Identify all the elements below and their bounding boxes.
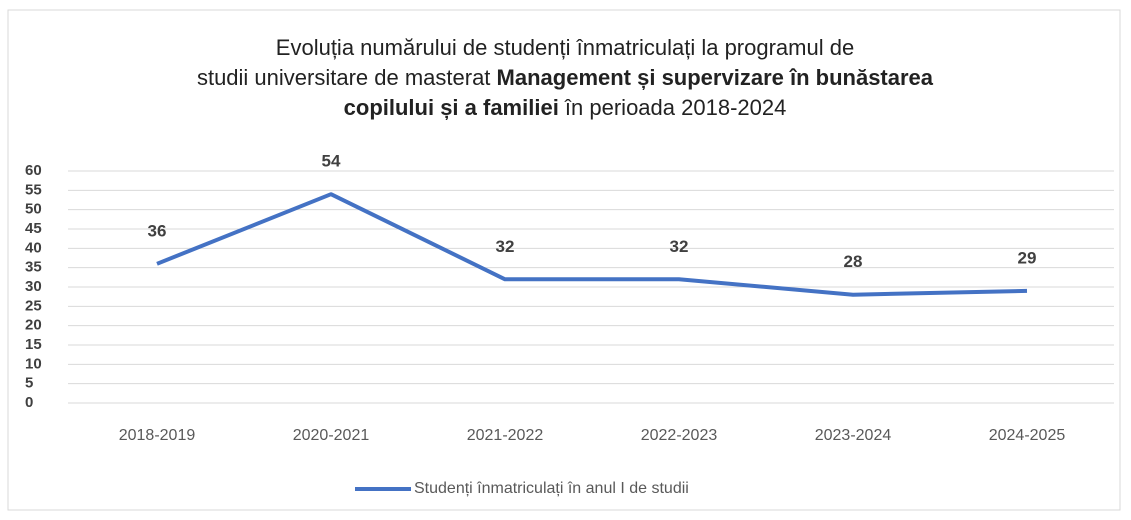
legend-label: Studenți înmatriculați în anul I de stud…: [414, 480, 689, 497]
y-tick-label: 10: [25, 355, 42, 372]
chart-title: studii universitare de masterat Manageme…: [197, 65, 934, 90]
data-label: 54: [322, 152, 341, 171]
title-part: studii universitare de masterat: [197, 65, 497, 90]
title-part: Management și supervizare în bunăstarea: [497, 65, 934, 90]
y-tick-label: 35: [25, 259, 42, 276]
y-tick-label: 20: [25, 317, 42, 334]
chart-frame: [7, 9, 1121, 511]
y-tick-label: 50: [25, 201, 42, 218]
data-label: 32: [496, 237, 515, 256]
chart-title: copilului și a familiei în perioada 2018…: [344, 95, 787, 120]
y-tick-label: 55: [25, 181, 42, 198]
y-tick-label: 30: [25, 278, 42, 295]
y-tick-label: 5: [25, 375, 33, 392]
y-tick-label: 60: [25, 162, 42, 179]
y-tick-label: 0: [25, 394, 33, 411]
series-line: [156, 192, 1028, 297]
x-tick-label: 2021-2022: [467, 427, 544, 444]
y-tick-label: 45: [25, 220, 42, 237]
title-part: copilului și a familiei: [344, 95, 559, 120]
x-tick-label: 2023-2024: [815, 427, 892, 444]
y-tick-label: 40: [25, 239, 42, 256]
x-tick-label: 2020-2021: [293, 427, 370, 444]
y-tick-label: 15: [25, 336, 42, 353]
data-label: 28: [844, 252, 863, 271]
chart-title: Evoluția numărului de studenți înmatricu…: [276, 35, 854, 60]
title-part: Evoluția numărului de studenți înmatricu…: [276, 35, 854, 60]
y-tick-label: 25: [25, 297, 42, 314]
data-label: 36: [148, 221, 167, 240]
data-label: 29: [1018, 248, 1037, 267]
data-label: 32: [670, 237, 689, 256]
x-tick-label: 2022-2023: [641, 427, 718, 444]
x-tick-label: 2018-2019: [119, 427, 196, 444]
x-tick-label: 2024-2025: [989, 427, 1066, 444]
title-part: în perioada 2018-2024: [559, 95, 787, 120]
